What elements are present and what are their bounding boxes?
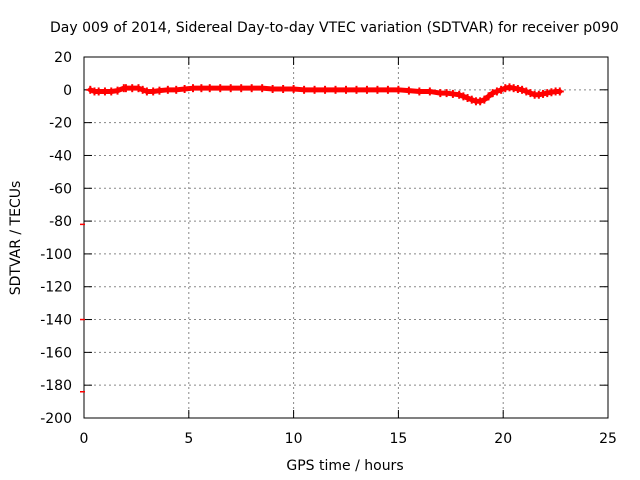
y-tick-label: -140 <box>40 313 72 329</box>
data-point <box>555 87 564 96</box>
data-point <box>480 95 489 104</box>
y-tick-label: -120 <box>40 280 72 296</box>
x-tick-label: 20 <box>494 431 512 447</box>
y-axis-title: SDTVAR / TECUs <box>8 181 24 296</box>
y-tick-label: -160 <box>40 345 72 361</box>
y-tick-label: -80 <box>49 214 72 230</box>
data-point <box>352 85 361 94</box>
data-point <box>172 85 181 94</box>
data-point <box>216 84 225 93</box>
tick-labels: 20 0 -20 -40 -60 -80 -100 -120 -140 -160 -180 -200 0… <box>40 50 617 447</box>
data-point <box>134 84 143 93</box>
data-point <box>415 87 424 96</box>
data-point <box>289 84 298 93</box>
axes <box>83 56 609 419</box>
data-point <box>526 89 535 98</box>
data-point <box>155 86 164 95</box>
data-point <box>476 97 485 106</box>
data-point <box>197 84 206 93</box>
x-tick-label: 25 <box>599 431 617 447</box>
data-point <box>383 85 392 94</box>
y-tick-label: -200 <box>40 411 72 427</box>
data-point <box>331 85 340 94</box>
data-point <box>459 92 468 101</box>
chart-title: Day 009 of 2014, Sidereal Day-to-day VTE… <box>50 20 619 36</box>
y-tick-label: 20 <box>54 50 72 66</box>
data-point <box>484 92 493 101</box>
data-point <box>113 86 122 95</box>
data-point <box>300 85 309 94</box>
grid <box>84 57 608 418</box>
data-point <box>522 87 531 96</box>
data-point <box>488 89 497 98</box>
data-point <box>138 85 147 94</box>
data-point <box>394 85 403 94</box>
data-point <box>467 95 476 104</box>
data-point <box>492 87 501 96</box>
data-point <box>310 85 319 94</box>
x-tick-label: 5 <box>184 431 193 447</box>
x-tick-label: 0 <box>80 431 89 447</box>
data-point <box>247 84 256 93</box>
y-tick-label: 0 <box>63 83 72 99</box>
data-point <box>518 85 527 94</box>
y-tick-label: -100 <box>40 247 72 263</box>
data-point <box>279 84 288 93</box>
data-point <box>237 84 246 93</box>
y-tick-label: -180 <box>40 378 72 394</box>
y-tick-label: -60 <box>49 181 72 197</box>
data-point <box>321 85 330 94</box>
plot-frame <box>83 56 609 419</box>
data-point <box>342 85 350 94</box>
data-point <box>425 87 434 96</box>
data-point <box>86 85 95 94</box>
y-tick-label: -20 <box>49 116 72 132</box>
data-point <box>268 84 277 93</box>
x-tick-label: 10 <box>285 431 303 447</box>
data-point <box>258 84 267 93</box>
data-point <box>205 84 214 93</box>
x-axis-title: GPS time / hours <box>286 458 403 474</box>
data-point <box>463 94 472 103</box>
data-series <box>80 83 564 393</box>
data-point <box>188 84 197 93</box>
data-point <box>362 85 371 94</box>
data-point <box>455 90 464 99</box>
data-point <box>404 86 413 95</box>
data-point <box>180 84 189 93</box>
x-tick-label: 15 <box>389 431 407 447</box>
data-point <box>373 85 382 94</box>
data-point <box>497 85 506 94</box>
y-tick-label: -40 <box>49 148 72 164</box>
data-point <box>226 84 235 93</box>
data-point <box>163 85 172 94</box>
